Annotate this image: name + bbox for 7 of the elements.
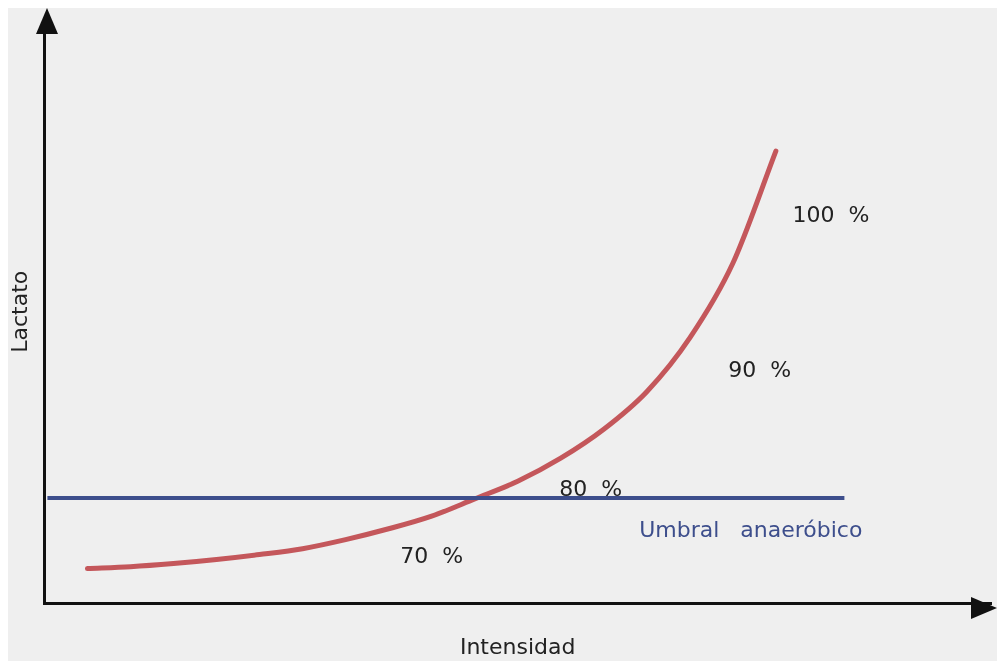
ref-line-label: Umbral anaeróbico (639, 516, 863, 542)
annotation: 80 % (559, 475, 623, 501)
x-axis-title: Intensidad (459, 633, 576, 659)
annotation: 100 % (792, 201, 870, 227)
annotation: 90 % (728, 356, 792, 382)
annotation: 70 % (400, 542, 464, 568)
y-axis-title: Lactato (6, 270, 32, 353)
